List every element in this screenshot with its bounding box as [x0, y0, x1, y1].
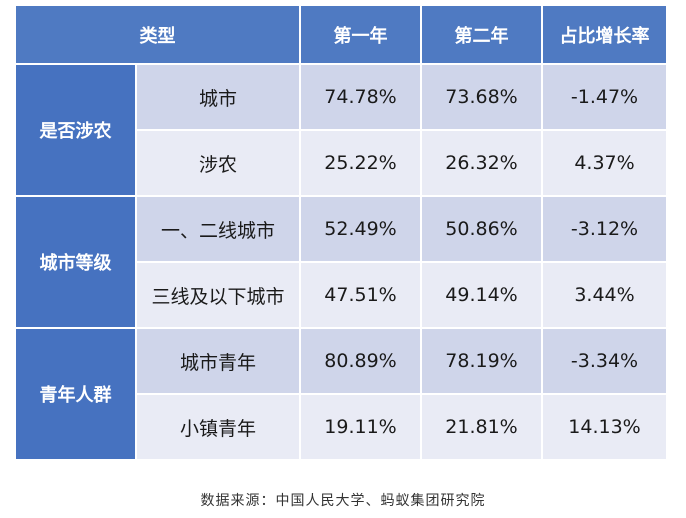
source-caption: 数据来源：中国人民大学、蚂蚁集团研究院 — [200, 493, 486, 509]
row-label: 三线及以下城市 — [137, 263, 301, 329]
row-year2: 21.81% — [422, 395, 543, 461]
row-growth: 3.44% — [543, 263, 666, 329]
row-label: 一、二线城市 — [137, 197, 301, 263]
table-row: 涉农 25.22% 26.32% 4.37% — [137, 131, 666, 197]
row-year2: 78.19% — [422, 329, 543, 395]
row-year2: 50.86% — [422, 197, 543, 263]
data-table: 类型 第一年 第二年 占比增长率 是否涉农 城市 74.78% 73.68% -… — [16, 6, 666, 461]
table-row: 城市 74.78% 73.68% -1.47% — [137, 65, 666, 131]
row-growth: -3.34% — [543, 329, 666, 395]
header-year1: 第一年 — [301, 6, 422, 65]
row-year1: 19.11% — [301, 395, 422, 461]
group-label: 城市等级 — [16, 197, 137, 329]
header-year2: 第二年 — [422, 6, 543, 65]
table-row: 一、二线城市 52.49% 50.86% -3.12% — [137, 197, 666, 263]
row-growth: -1.47% — [543, 65, 666, 131]
row-growth: 14.13% — [543, 395, 666, 461]
header-growth: 占比增长率 — [543, 6, 666, 65]
row-year1: 80.89% — [301, 329, 422, 395]
group-label: 是否涉农 — [16, 65, 137, 197]
row-growth: 4.37% — [543, 131, 666, 197]
table-row: 三线及以下城市 47.51% 49.14% 3.44% — [137, 263, 666, 329]
row-year1: 52.49% — [301, 197, 422, 263]
row-label: 城市 — [137, 65, 301, 131]
row-growth: -3.12% — [543, 197, 666, 263]
row-year2: 73.68% — [422, 65, 543, 131]
header-type: 类型 — [16, 6, 301, 65]
row-year1: 47.51% — [301, 263, 422, 329]
row-label: 城市青年 — [137, 329, 301, 395]
row-year1: 25.22% — [301, 131, 422, 197]
row-year2: 49.14% — [422, 263, 543, 329]
group-label: 青年人群 — [16, 329, 137, 461]
table-group-youth: 青年人群 城市青年 80.89% 78.19% -3.34% 小镇青年 19.1… — [16, 329, 666, 461]
row-label: 涉农 — [137, 131, 301, 197]
table-group-city-tier: 城市等级 一、二线城市 52.49% 50.86% -3.12% 三线及以下城市… — [16, 197, 666, 329]
table-header-row: 类型 第一年 第二年 占比增长率 — [16, 6, 666, 65]
row-label: 小镇青年 — [137, 395, 301, 461]
row-year1: 74.78% — [301, 65, 422, 131]
table-row: 城市青年 80.89% 78.19% -3.34% — [137, 329, 666, 395]
table-row: 小镇青年 19.11% 21.81% 14.13% — [137, 395, 666, 461]
row-year2: 26.32% — [422, 131, 543, 197]
table-group-agriculture: 是否涉农 城市 74.78% 73.68% -1.47% 涉农 25.22% 2… — [16, 65, 666, 197]
